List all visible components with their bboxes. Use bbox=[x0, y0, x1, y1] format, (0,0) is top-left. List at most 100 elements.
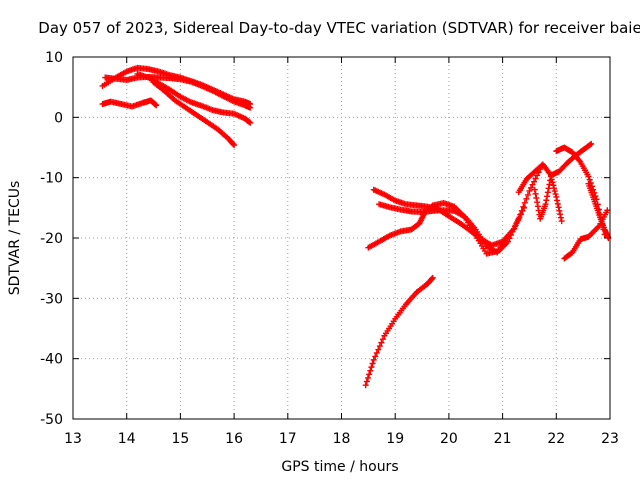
data-point bbox=[529, 181, 536, 188]
data-point bbox=[372, 353, 379, 360]
data-points bbox=[99, 64, 612, 389]
data-point bbox=[524, 191, 531, 198]
y-tick-label: 10 bbox=[45, 50, 63, 66]
y-tick-label: -40 bbox=[40, 352, 63, 368]
data-point bbox=[520, 203, 527, 210]
series-5 bbox=[150, 79, 238, 149]
chart-title: Day 057 of 2023, Sidereal Day-to-day VTE… bbox=[38, 19, 640, 37]
data-point bbox=[517, 211, 524, 218]
data-point bbox=[550, 182, 557, 189]
series-10 bbox=[531, 173, 565, 225]
data-point bbox=[545, 185, 552, 192]
data-point bbox=[375, 346, 382, 353]
data-point bbox=[514, 218, 521, 225]
series-14 bbox=[362, 274, 436, 389]
x-tick-label: 19 bbox=[386, 431, 404, 447]
data-point bbox=[504, 233, 511, 240]
series-13 bbox=[585, 180, 612, 241]
y-tick-label: -20 bbox=[40, 231, 63, 247]
data-point bbox=[587, 141, 594, 148]
x-tick-label: 16 bbox=[225, 431, 243, 447]
data-point bbox=[230, 141, 237, 148]
data-point bbox=[373, 349, 380, 356]
data-point bbox=[556, 207, 563, 214]
data-point bbox=[532, 190, 539, 197]
data-point bbox=[552, 191, 559, 198]
data-point bbox=[523, 195, 530, 202]
data-point bbox=[531, 178, 538, 185]
data-point bbox=[534, 199, 541, 206]
plot-frame bbox=[72, 56, 611, 420]
series-8 bbox=[365, 200, 511, 257]
data-point bbox=[550, 185, 557, 192]
data-point bbox=[508, 232, 515, 239]
series-4 bbox=[99, 97, 160, 110]
data-point bbox=[370, 356, 377, 363]
data-point bbox=[553, 193, 560, 200]
data-point bbox=[527, 184, 534, 191]
x-tick-label: 14 bbox=[118, 431, 136, 447]
data-point bbox=[376, 343, 383, 350]
data-point bbox=[429, 275, 436, 282]
data-point bbox=[544, 193, 551, 200]
data-point bbox=[555, 204, 562, 211]
data-point bbox=[379, 336, 386, 343]
data-point bbox=[604, 207, 611, 214]
y-tick-label: -50 bbox=[40, 412, 63, 428]
data-point bbox=[247, 104, 254, 111]
x-tick-label: 15 bbox=[171, 431, 189, 447]
data-point bbox=[362, 382, 369, 389]
data-point bbox=[378, 339, 385, 346]
data-point bbox=[515, 215, 522, 222]
data-point bbox=[521, 199, 528, 206]
data-point bbox=[153, 102, 160, 109]
x-tick-label: 18 bbox=[333, 431, 351, 447]
y-tick-label: 0 bbox=[54, 110, 63, 126]
data-point bbox=[363, 378, 370, 385]
data-point bbox=[554, 197, 561, 204]
data-point bbox=[551, 188, 558, 195]
data-point bbox=[526, 187, 533, 194]
data-point bbox=[557, 211, 564, 218]
x-tick-label: 13 bbox=[64, 431, 82, 447]
data-point bbox=[533, 195, 540, 202]
x-tick-label: 17 bbox=[279, 431, 297, 447]
y-tick-label: -10 bbox=[40, 171, 63, 187]
data-point bbox=[548, 176, 555, 183]
data-point bbox=[544, 189, 551, 196]
x-tick-label: 23 bbox=[601, 431, 619, 447]
data-point bbox=[588, 140, 595, 147]
data-point bbox=[511, 225, 518, 232]
data-point bbox=[512, 222, 519, 229]
data-point bbox=[549, 179, 556, 186]
data-point bbox=[231, 142, 238, 149]
x-axis-label: GPS time / hours bbox=[281, 459, 398, 475]
data-point bbox=[542, 201, 549, 208]
data-point bbox=[368, 364, 375, 371]
data-point bbox=[547, 173, 554, 180]
data-point bbox=[543, 197, 550, 204]
data-point bbox=[509, 228, 516, 235]
data-point bbox=[546, 181, 553, 188]
x-tick-label: 21 bbox=[494, 431, 512, 447]
data-point bbox=[518, 207, 525, 214]
x-tick-label: 22 bbox=[547, 431, 565, 447]
data-point bbox=[366, 371, 373, 378]
data-point bbox=[586, 176, 593, 183]
data-point bbox=[534, 203, 541, 210]
data-point bbox=[367, 367, 374, 374]
data-point bbox=[557, 214, 564, 221]
series-3 bbox=[134, 70, 254, 126]
data-point bbox=[534, 172, 541, 179]
grid bbox=[73, 57, 610, 419]
x-tick-label: 20 bbox=[440, 431, 458, 447]
y-tick-label: -30 bbox=[40, 291, 63, 307]
data-point bbox=[532, 175, 539, 182]
data-point bbox=[531, 186, 538, 193]
data-point bbox=[585, 173, 592, 180]
ticks: 13 14 15 16 17 18 19 20 21 22 23 10 0 -10 -20 -30 -40 -50 bbox=[40, 50, 619, 447]
data-point bbox=[369, 360, 376, 367]
data-point bbox=[558, 218, 565, 225]
